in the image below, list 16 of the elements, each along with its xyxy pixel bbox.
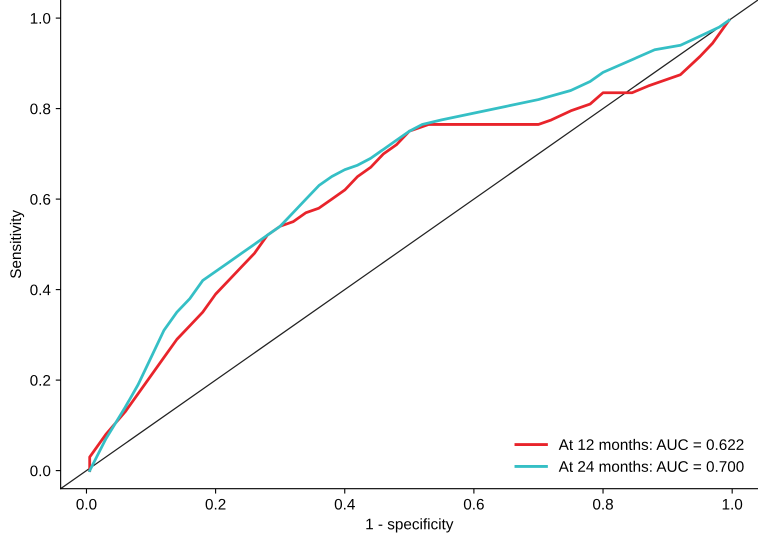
y-tick-label: 0.2: [30, 374, 50, 386]
y-tick-label: 0.4: [30, 284, 50, 296]
x-tick-label: 0.2: [206, 498, 226, 510]
x-tick-label: 0.8: [593, 498, 613, 510]
x-tick-label: 0.4: [334, 498, 355, 510]
x-axis-title: 1 - specificity: [366, 518, 454, 532]
legend-label: At 24 months: AUC = 0.700: [558, 460, 744, 472]
legend-label: At 12 months: AUC = 0.622: [558, 438, 744, 450]
x-tick-label: 0.6: [464, 498, 484, 510]
y-tick-label: 0.6: [30, 194, 50, 205]
y-tick-label: 0.8: [30, 103, 50, 114]
y-tick-label: 0.0: [30, 465, 50, 476]
x-tick-label: 1.0: [722, 498, 742, 510]
y-tick-label: 1.0: [30, 12, 50, 24]
y-axis-title: Sensitivity: [10, 210, 24, 278]
x-tick-label: 0.0: [76, 498, 96, 510]
